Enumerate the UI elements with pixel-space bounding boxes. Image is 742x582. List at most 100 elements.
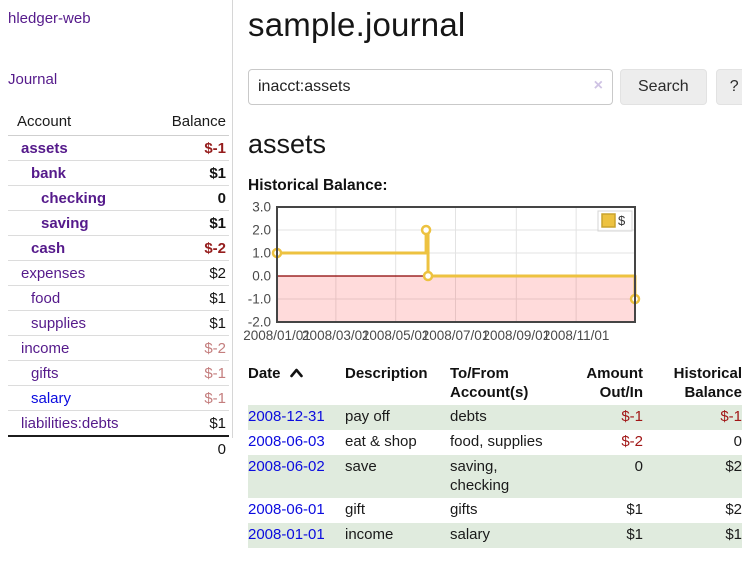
app-brand-link[interactable]: hledger-web xyxy=(8,10,91,27)
transaction-accounts: food, supplies xyxy=(450,433,543,451)
legend-swatch xyxy=(601,213,616,228)
account-balance: $-1 xyxy=(156,360,229,386)
account-link[interactable]: cash xyxy=(31,240,66,257)
transaction-amount: 0 xyxy=(634,457,643,475)
account-row: income $-2 xyxy=(8,335,229,361)
transaction-balance: $-1 xyxy=(720,408,742,426)
transaction-accounts: salary xyxy=(450,526,491,544)
search-button[interactable]: Search xyxy=(620,69,707,105)
account-link[interactable]: salary xyxy=(31,390,72,407)
account-row: assets $-1 xyxy=(8,135,229,161)
clear-search-icon[interactable]: × xyxy=(593,77,603,94)
accounts-total-balance: 0 xyxy=(156,435,229,461)
transaction-description: eat & shop xyxy=(345,433,417,451)
svg-text:-2.0: -2.0 xyxy=(248,315,271,330)
account-link[interactable]: gifts xyxy=(31,365,59,382)
transaction-amount: $1 xyxy=(626,526,643,544)
register-header-description: Description xyxy=(345,365,428,382)
transaction-date: 2008-06-01 xyxy=(248,498,345,523)
account-balance: $-1 xyxy=(156,385,229,411)
accounts-table: Account Balance assets $-1 bank $1 checking 0… xyxy=(8,109,229,461)
transaction-balance: 0 xyxy=(733,433,742,451)
search-input-wrap: × xyxy=(248,69,613,105)
svg-text:1.0: 1.0 xyxy=(252,246,271,261)
transaction-date: 2008-01-01 xyxy=(248,523,345,548)
sidebar-item-journal[interactable]: Journal xyxy=(8,71,58,88)
transaction-row: 2008-06-03 eat & shop food, supplies $-2 0 xyxy=(248,430,742,455)
account-balance: $-1 xyxy=(156,135,229,161)
account-balance: $2 xyxy=(156,260,229,286)
search-input[interactable] xyxy=(248,69,613,105)
account-link[interactable]: food xyxy=(31,290,61,307)
help-button[interactable]: ? xyxy=(715,69,742,105)
transaction-date: 2008-12-31 xyxy=(248,405,345,430)
svg-text:2008/11/01: 2008/11/01 xyxy=(543,328,610,343)
account-link[interactable]: liabilities:debts xyxy=(21,415,119,432)
account-row: supplies $1 xyxy=(8,310,229,336)
account-link[interactable]: saving xyxy=(41,215,89,232)
account-row: cash $-2 xyxy=(8,235,229,261)
transaction-row: 2008-06-02 save saving, checking 0 $2 xyxy=(248,454,742,499)
svg-text:2.0: 2.0 xyxy=(252,223,271,238)
transaction-description: save xyxy=(345,457,377,475)
accounts-header-account: Account xyxy=(8,109,156,136)
account-link[interactable]: bank xyxy=(31,165,67,182)
transaction-accounts: saving, checking xyxy=(450,457,510,494)
transaction-balance: $1 xyxy=(725,526,742,544)
transaction-date-link[interactable]: 2008-06-03 xyxy=(248,433,325,451)
account-balance: $-2 xyxy=(156,235,229,261)
main-content: sample.journal × Search ? assets Histori… xyxy=(243,0,742,548)
account-link[interactable]: income xyxy=(21,340,70,357)
transaction-date: 2008-06-02 xyxy=(248,455,345,499)
search-form: × Search ? xyxy=(248,69,742,105)
transaction-date-link[interactable]: 2008-01-01 xyxy=(248,526,325,544)
svg-text:3.0: 3.0 xyxy=(252,200,271,215)
register-header-date: Date xyxy=(248,361,345,405)
account-row: gifts $-1 xyxy=(8,360,229,386)
account-link[interactable]: assets xyxy=(21,140,68,157)
account-row: salary $-1 xyxy=(8,385,229,411)
transaction-amount: $-2 xyxy=(621,433,643,451)
sort-ascending-icon[interactable] xyxy=(289,368,303,378)
svg-text:2008/05/01: 2008/05/01 xyxy=(362,328,430,343)
account-balance: $-2 xyxy=(156,335,229,361)
transaction-description: income xyxy=(345,526,394,544)
account-balance: $1 xyxy=(156,160,229,186)
svg-text:$: $ xyxy=(618,213,626,228)
register-header-balance: Historical Balance xyxy=(673,365,742,402)
account-row: food $1 xyxy=(8,285,229,311)
register-table: Date Description To/From Account(s) Amount O… xyxy=(248,361,742,548)
account-row: bank $1 xyxy=(8,160,229,186)
transaction-row: 2008-06-01 gift gifts $1 $2 xyxy=(248,498,742,523)
transaction-amount: $1 xyxy=(626,501,643,519)
account-balance: $1 xyxy=(156,285,229,311)
historical-balance-chart[interactable]: $3.0 2.0 1.0 0.0 -1.0 -2.0 2008/01/01 2008/03/0… xyxy=(243,199,742,349)
svg-text:-1.0: -1.0 xyxy=(248,292,271,307)
account-row: checking 0 xyxy=(8,185,229,211)
account-balance: $1 xyxy=(156,410,229,437)
account-balance: 0 xyxy=(156,185,229,211)
register-header-accounts: To/From Account(s) xyxy=(450,365,529,402)
transaction-row: 2008-12-31 pay off debts $-1 $-1 xyxy=(248,405,742,431)
transaction-date-link[interactable]: 2008-12-31 xyxy=(248,408,325,426)
transaction-date-link[interactable]: 2008-06-01 xyxy=(248,501,325,519)
transaction-description: pay off xyxy=(345,408,390,426)
svg-text:2008/01/01: 2008/01/01 xyxy=(243,328,311,343)
svg-text:2008/03/01: 2008/03/01 xyxy=(302,328,370,343)
account-link[interactable]: supplies xyxy=(31,315,87,332)
page-title: sample.journal xyxy=(248,6,466,43)
svg-text:2008/09/01: 2008/09/01 xyxy=(483,328,551,343)
svg-text:0.0: 0.0 xyxy=(252,269,271,284)
chart-title: Historical Balance: xyxy=(248,177,388,194)
transaction-date-link[interactable]: 2008-06-02 xyxy=(248,457,325,475)
account-row: saving $1 xyxy=(8,210,229,236)
account-link[interactable]: expenses xyxy=(21,265,86,282)
transaction-accounts: debts xyxy=(450,408,487,426)
account-heading: assets xyxy=(248,129,327,159)
account-row: expenses $2 xyxy=(8,260,229,286)
chart-legend: $ xyxy=(597,210,633,232)
svg-text:2008/07/01: 2008/07/01 xyxy=(422,328,490,343)
transaction-balance: $2 xyxy=(725,501,742,519)
transaction-accounts: gifts xyxy=(450,501,478,519)
account-link[interactable]: checking xyxy=(41,190,107,207)
